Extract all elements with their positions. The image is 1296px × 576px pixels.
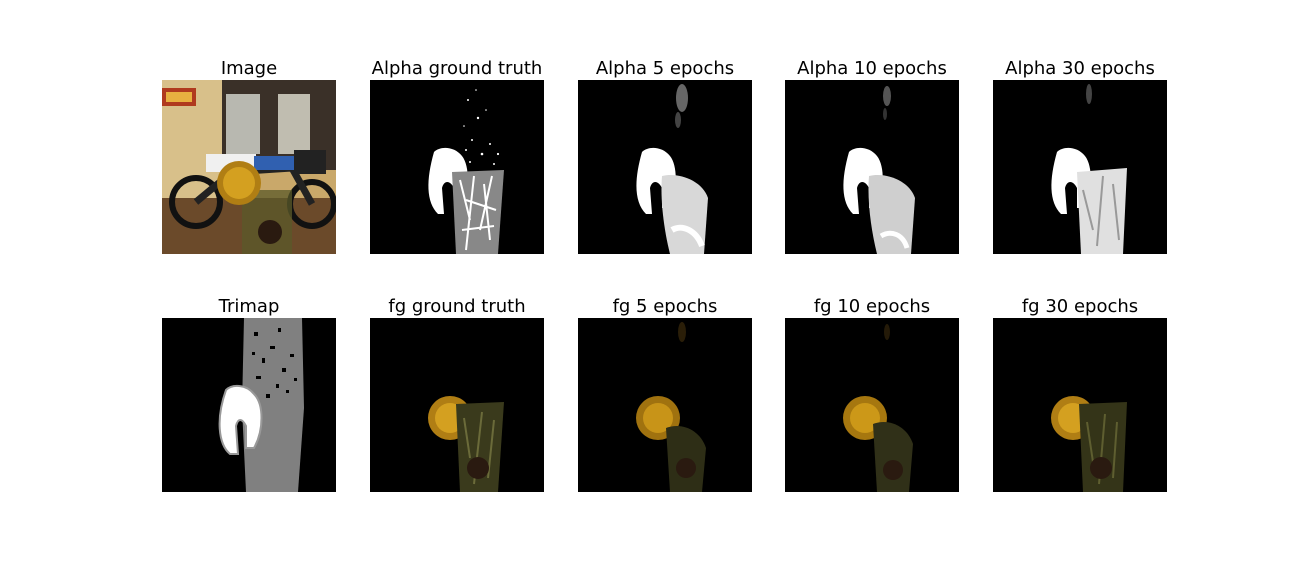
panel-title: fg 5 epochs [612, 296, 718, 317]
fg-prediction-30-epochs [993, 318, 1167, 492]
panel-title: Trimap [218, 296, 280, 317]
composite-photo [162, 80, 336, 254]
fg-prediction-10-epochs [785, 318, 959, 492]
panel-title: fg 10 epochs [813, 296, 931, 317]
fg-prediction-5-epochs [578, 318, 752, 492]
panel-title: Alpha ground truth [371, 58, 543, 79]
alpha-ground-truth-matte [370, 80, 544, 254]
alpha-prediction-5-epochs [578, 80, 752, 254]
trimap-image [162, 318, 336, 492]
panel-title: fg ground truth [388, 296, 526, 317]
panel-title: Image [220, 58, 278, 79]
panel-title: fg 30 epochs [1021, 296, 1139, 317]
alpha-prediction-10-epochs [785, 80, 959, 254]
panel-title: Alpha 30 epochs [1005, 58, 1155, 79]
panel-title: Alpha 5 epochs [595, 58, 735, 79]
alpha-prediction-30-epochs [993, 80, 1167, 254]
fg-ground-truth-image [370, 318, 544, 492]
panel-title: Alpha 10 epochs [797, 58, 947, 79]
